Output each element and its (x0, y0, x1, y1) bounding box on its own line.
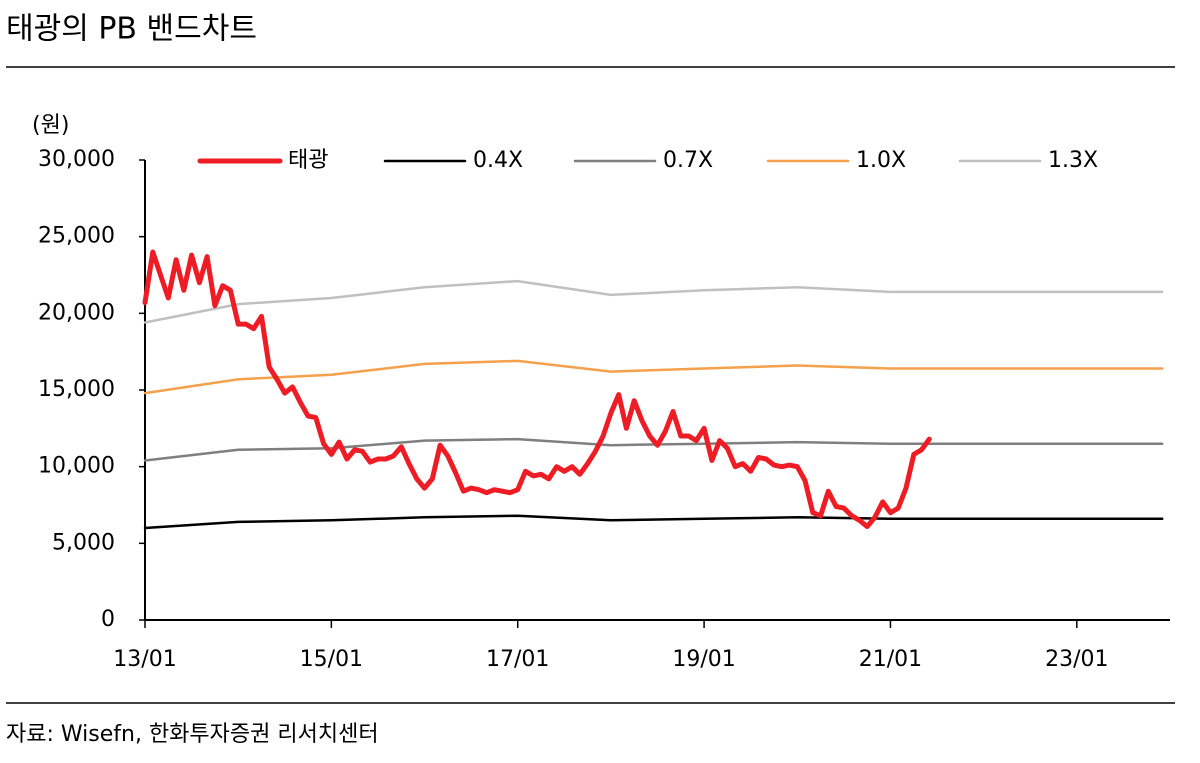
y-tick-label: 30,000 (38, 147, 115, 172)
x-tick-label: 13/01 (113, 647, 176, 672)
y-tick-label: 10,000 (38, 454, 115, 479)
chart-title: 태광의 PB 밴드차트 (6, 12, 257, 47)
legend-label: 1.0X (856, 148, 906, 173)
series-line (143, 279, 1164, 324)
y-unit: (원) (32, 113, 69, 138)
legend-label: 1.3X (1048, 148, 1098, 173)
series-line (143, 359, 1164, 395)
y-tick-label: 25,000 (38, 224, 115, 249)
legend-label: 0.7X (663, 148, 713, 173)
x-tick-label: 23/01 (1045, 647, 1108, 672)
series-line (142, 249, 932, 529)
x-tick-label: 17/01 (486, 647, 549, 672)
series-line (143, 437, 1164, 462)
y-tick-label: 20,000 (38, 300, 115, 325)
x-tick-label: 21/01 (859, 647, 922, 672)
x-tick-label: 19/01 (672, 647, 735, 672)
legend-label: 태광 (288, 148, 328, 173)
y-tick-label: 5,000 (52, 530, 115, 555)
source: 자료: Wisefn, 한화투자증권 리서치센터 (6, 722, 379, 747)
y-tick-label: 0 (101, 607, 115, 632)
x-tick-label: 15/01 (300, 647, 363, 672)
series-line (143, 514, 1164, 530)
y-tick-label: 15,000 (38, 377, 115, 402)
legend-label: 0.4X (473, 148, 523, 173)
